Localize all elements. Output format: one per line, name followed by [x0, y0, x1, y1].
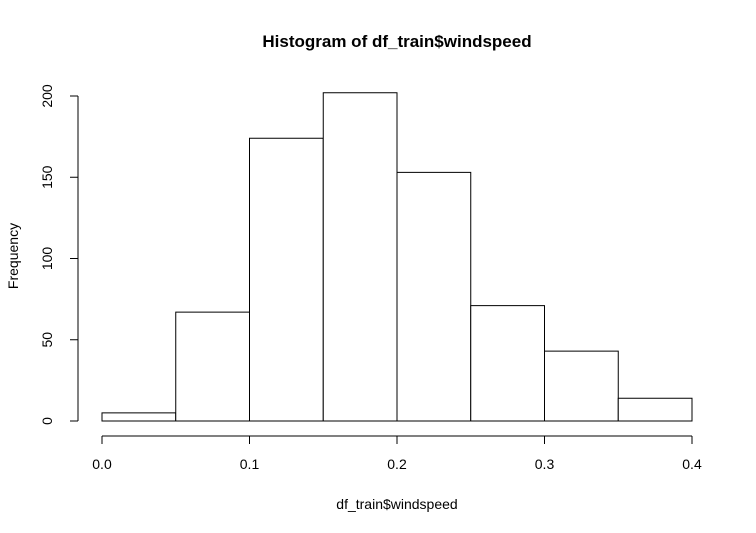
histogram-bar-1 — [175, 311, 250, 422]
bars-group — [101, 92, 693, 422]
histogram-bar-4 — [396, 171, 472, 422]
x-axis-label: df_train$windspeed — [336, 496, 457, 512]
y-tick-label-3: 150 — [39, 165, 55, 189]
y-axis: 0 50 100 150 200 — [39, 84, 79, 425]
y-tick-label-4: 200 — [39, 84, 55, 108]
x-axis: 0.0 0.1 0.2 0.3 0.4 — [92, 435, 702, 472]
y-axis-label: Frequency — [5, 223, 21, 289]
x-tick-label-2: 0.2 — [387, 456, 407, 472]
x-tick-label-4: 0.4 — [682, 456, 702, 472]
x-tick-label-0: 0.0 — [92, 456, 112, 472]
y-tick-label-2: 100 — [39, 247, 55, 271]
histogram-bar-2 — [249, 137, 324, 422]
histogram-bar-5 — [470, 305, 545, 422]
y-tick-label-1: 50 — [39, 332, 55, 348]
histogram-bar-3 — [322, 92, 398, 422]
chart-title: Histogram of df_train$windspeed — [262, 32, 531, 51]
x-tick-label-3: 0.3 — [535, 456, 555, 472]
x-tick-label-1: 0.1 — [240, 456, 260, 472]
y-tick-label-0: 0 — [39, 417, 55, 425]
histogram-bar-7 — [617, 397, 693, 422]
histogram-bar-0 — [101, 412, 177, 422]
histogram-bar-6 — [544, 350, 619, 422]
